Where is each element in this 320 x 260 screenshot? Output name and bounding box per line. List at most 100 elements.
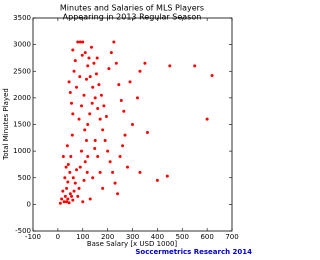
point: [93, 146, 97, 150]
point: [60, 197, 64, 201]
point: [104, 115, 108, 119]
point: [143, 61, 147, 65]
point: [65, 144, 69, 148]
footer: Soccermetrics Research 2014: [135, 248, 252, 256]
point: [90, 101, 94, 105]
point: [61, 189, 65, 193]
point: [123, 133, 127, 137]
point: [72, 189, 76, 193]
point: [91, 176, 95, 180]
point: [121, 144, 125, 148]
x-tick-label: 700: [225, 233, 238, 241]
point: [70, 101, 74, 105]
point: [210, 74, 214, 78]
point: [126, 165, 130, 169]
point: [128, 80, 132, 84]
point: [67, 201, 71, 205]
point: [71, 48, 75, 52]
point: [117, 83, 121, 87]
point: [138, 170, 142, 174]
point: [58, 201, 62, 205]
point: [85, 170, 89, 174]
point: [155, 178, 159, 182]
point: [80, 149, 84, 153]
point: [63, 194, 67, 198]
x-tick-label: 100: [76, 233, 89, 241]
point: [71, 176, 75, 180]
point: [88, 75, 92, 79]
point: [138, 69, 142, 73]
x-tick-label: 600: [200, 233, 213, 241]
point: [111, 170, 115, 174]
y-tick-label: 3500: [13, 14, 31, 22]
point: [70, 194, 74, 198]
y-tick-label: 2000: [13, 94, 31, 102]
point: [78, 165, 82, 169]
point: [68, 192, 72, 196]
point: [83, 160, 87, 164]
point: [78, 40, 82, 44]
point: [68, 91, 72, 95]
point: [77, 186, 81, 190]
y-tick-label: -500: [15, 227, 31, 235]
point: [72, 69, 76, 73]
point: [88, 112, 92, 116]
point: [107, 67, 111, 71]
point: [135, 96, 139, 100]
point: [118, 154, 122, 158]
x-axis-label: Base Salary [x USD 1000]: [87, 240, 178, 248]
point: [83, 128, 87, 132]
x-tick-label: 400: [151, 233, 164, 241]
point: [86, 123, 90, 126]
point: [86, 154, 90, 158]
point: [75, 85, 79, 89]
point: [99, 93, 103, 97]
point: [67, 80, 71, 84]
y-tick-label: 1000: [13, 147, 31, 155]
point: [80, 53, 84, 57]
point: [103, 138, 107, 142]
point: [96, 154, 100, 158]
point: [63, 176, 67, 180]
x-tick-label: 300: [126, 233, 139, 241]
chart-subtitle: Appearing in 2013 Regular Season: [63, 13, 202, 22]
y-tick-label: 2500: [13, 67, 31, 75]
background: [0, 0, 256, 256]
point: [93, 96, 97, 100]
point: [101, 186, 105, 190]
point: [193, 64, 197, 68]
point: [145, 130, 149, 134]
y-tick-label: 3000: [13, 41, 31, 49]
point: [205, 117, 209, 121]
point: [93, 138, 97, 142]
point: [69, 154, 73, 158]
point: [61, 154, 65, 158]
point: [71, 198, 75, 202]
point: [73, 181, 77, 185]
point: [87, 56, 91, 60]
point: [65, 200, 69, 204]
point: [76, 194, 80, 198]
point: [77, 117, 81, 121]
point: [122, 109, 126, 113]
point: [109, 51, 113, 55]
point: [80, 104, 84, 108]
y-tick-label: 500: [18, 174, 31, 182]
point: [91, 85, 95, 89]
chart-title: Minutes and Salaries of MLS Players: [60, 4, 204, 13]
point: [106, 149, 110, 153]
point: [82, 178, 86, 182]
point: [98, 117, 102, 121]
point: [119, 99, 123, 103]
point: [81, 40, 85, 44]
point: [82, 93, 86, 97]
point: [83, 51, 87, 55]
point: [102, 104, 106, 108]
x-tick-label: 500: [176, 233, 189, 241]
point: [116, 192, 120, 196]
point: [86, 64, 90, 68]
chart: Minutes and Salaries of MLS Players Appe…: [0, 0, 256, 256]
point: [70, 133, 74, 137]
point: [131, 123, 134, 126]
point: [108, 160, 112, 164]
